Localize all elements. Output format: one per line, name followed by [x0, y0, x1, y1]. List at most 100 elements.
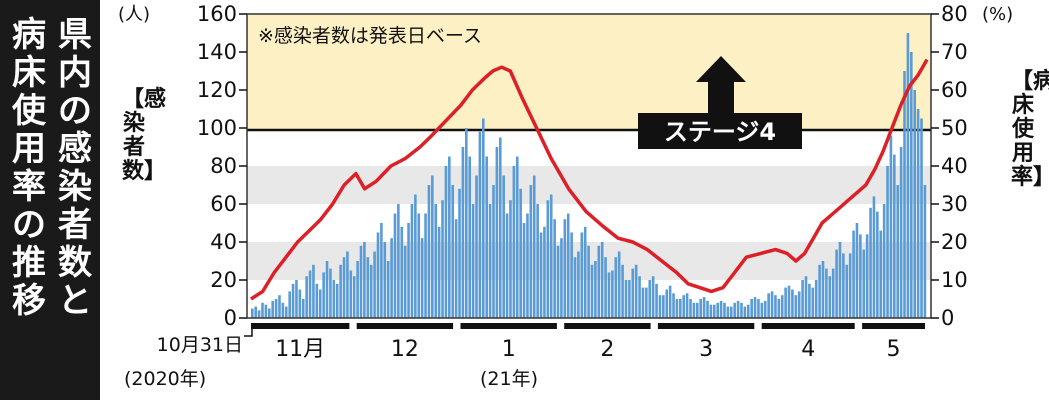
month-bracket [862, 323, 925, 329]
bar [641, 287, 645, 318]
bar [583, 226, 587, 318]
month-bracket [657, 323, 755, 329]
bar [448, 156, 451, 318]
bar [825, 268, 828, 318]
month-label: 2 [600, 337, 614, 362]
bar [869, 207, 872, 318]
bar [339, 264, 342, 318]
bar [706, 300, 709, 318]
bar [366, 257, 370, 318]
bar [865, 234, 869, 318]
bar [529, 185, 533, 318]
bar [682, 295, 686, 318]
bar [573, 257, 577, 318]
bar [763, 300, 767, 318]
bar [485, 156, 488, 318]
bar [746, 304, 750, 318]
stage-label-box [638, 113, 802, 149]
bar [913, 90, 917, 318]
bar [709, 304, 713, 318]
bar [356, 261, 359, 318]
bar [787, 285, 791, 318]
bar [386, 261, 390, 318]
bar [838, 242, 842, 318]
month-label: 11月 [275, 337, 325, 362]
bar [512, 166, 516, 318]
bar [889, 135, 893, 318]
x-year-label: (21年) [480, 368, 538, 390]
bar [753, 297, 757, 318]
bar [702, 297, 706, 318]
bar [729, 306, 733, 318]
bar [505, 213, 509, 318]
bar [910, 52, 913, 318]
bar [471, 204, 475, 318]
bar [284, 306, 288, 318]
bar [539, 232, 543, 318]
bar [784, 287, 787, 318]
bar [862, 249, 866, 318]
bar [814, 280, 818, 318]
bar [797, 291, 801, 318]
bar [696, 302, 699, 318]
stage-arrow-head [696, 56, 746, 82]
bar [492, 185, 495, 318]
bar [658, 295, 662, 318]
bar [634, 264, 638, 318]
bar [509, 200, 512, 318]
bar [427, 185, 431, 318]
bar [624, 280, 628, 318]
bar [335, 283, 339, 318]
bar [549, 194, 553, 318]
bar [699, 299, 702, 318]
left-tick-label: 40 [210, 230, 237, 254]
bar [628, 280, 631, 318]
bar [434, 204, 438, 318]
bar [288, 291, 291, 318]
bar [794, 295, 798, 318]
bar [465, 128, 468, 318]
bar [651, 276, 655, 318]
stage-label: ステージ4 [664, 118, 776, 146]
bar [719, 300, 723, 318]
bar [519, 188, 522, 318]
bar [281, 302, 285, 318]
bar [536, 204, 539, 318]
bar [437, 226, 441, 318]
bar [454, 219, 458, 318]
bar [831, 268, 835, 318]
bar [736, 300, 740, 318]
right-tick-label: 80 [941, 2, 968, 26]
bar [821, 261, 825, 318]
left-tick-label: 160 [197, 2, 237, 26]
bar [274, 299, 278, 318]
bar [546, 200, 550, 318]
month-bracket [460, 323, 557, 329]
bar [645, 287, 648, 318]
bar [808, 283, 811, 318]
bar [638, 276, 641, 318]
bar [308, 270, 312, 318]
bar [859, 234, 862, 318]
bar [757, 299, 760, 318]
bar [305, 276, 308, 318]
bar [672, 293, 675, 318]
bar [675, 299, 679, 318]
month-label: 4 [801, 337, 815, 362]
month-bracket [251, 323, 350, 329]
right-tick-label: 60 [941, 78, 968, 102]
left-tick-label: 120 [197, 78, 237, 102]
right-tick-label: 70 [941, 40, 968, 64]
bar [325, 261, 329, 318]
bar [587, 245, 590, 318]
bar [424, 213, 427, 318]
bar [376, 232, 380, 318]
bar [532, 175, 536, 318]
bar [461, 147, 465, 318]
bar [733, 302, 736, 318]
x-start-year: (2020年) [124, 368, 206, 390]
bar [498, 137, 502, 318]
left-axis-unit: (人) [118, 4, 150, 25]
bar [828, 276, 832, 318]
